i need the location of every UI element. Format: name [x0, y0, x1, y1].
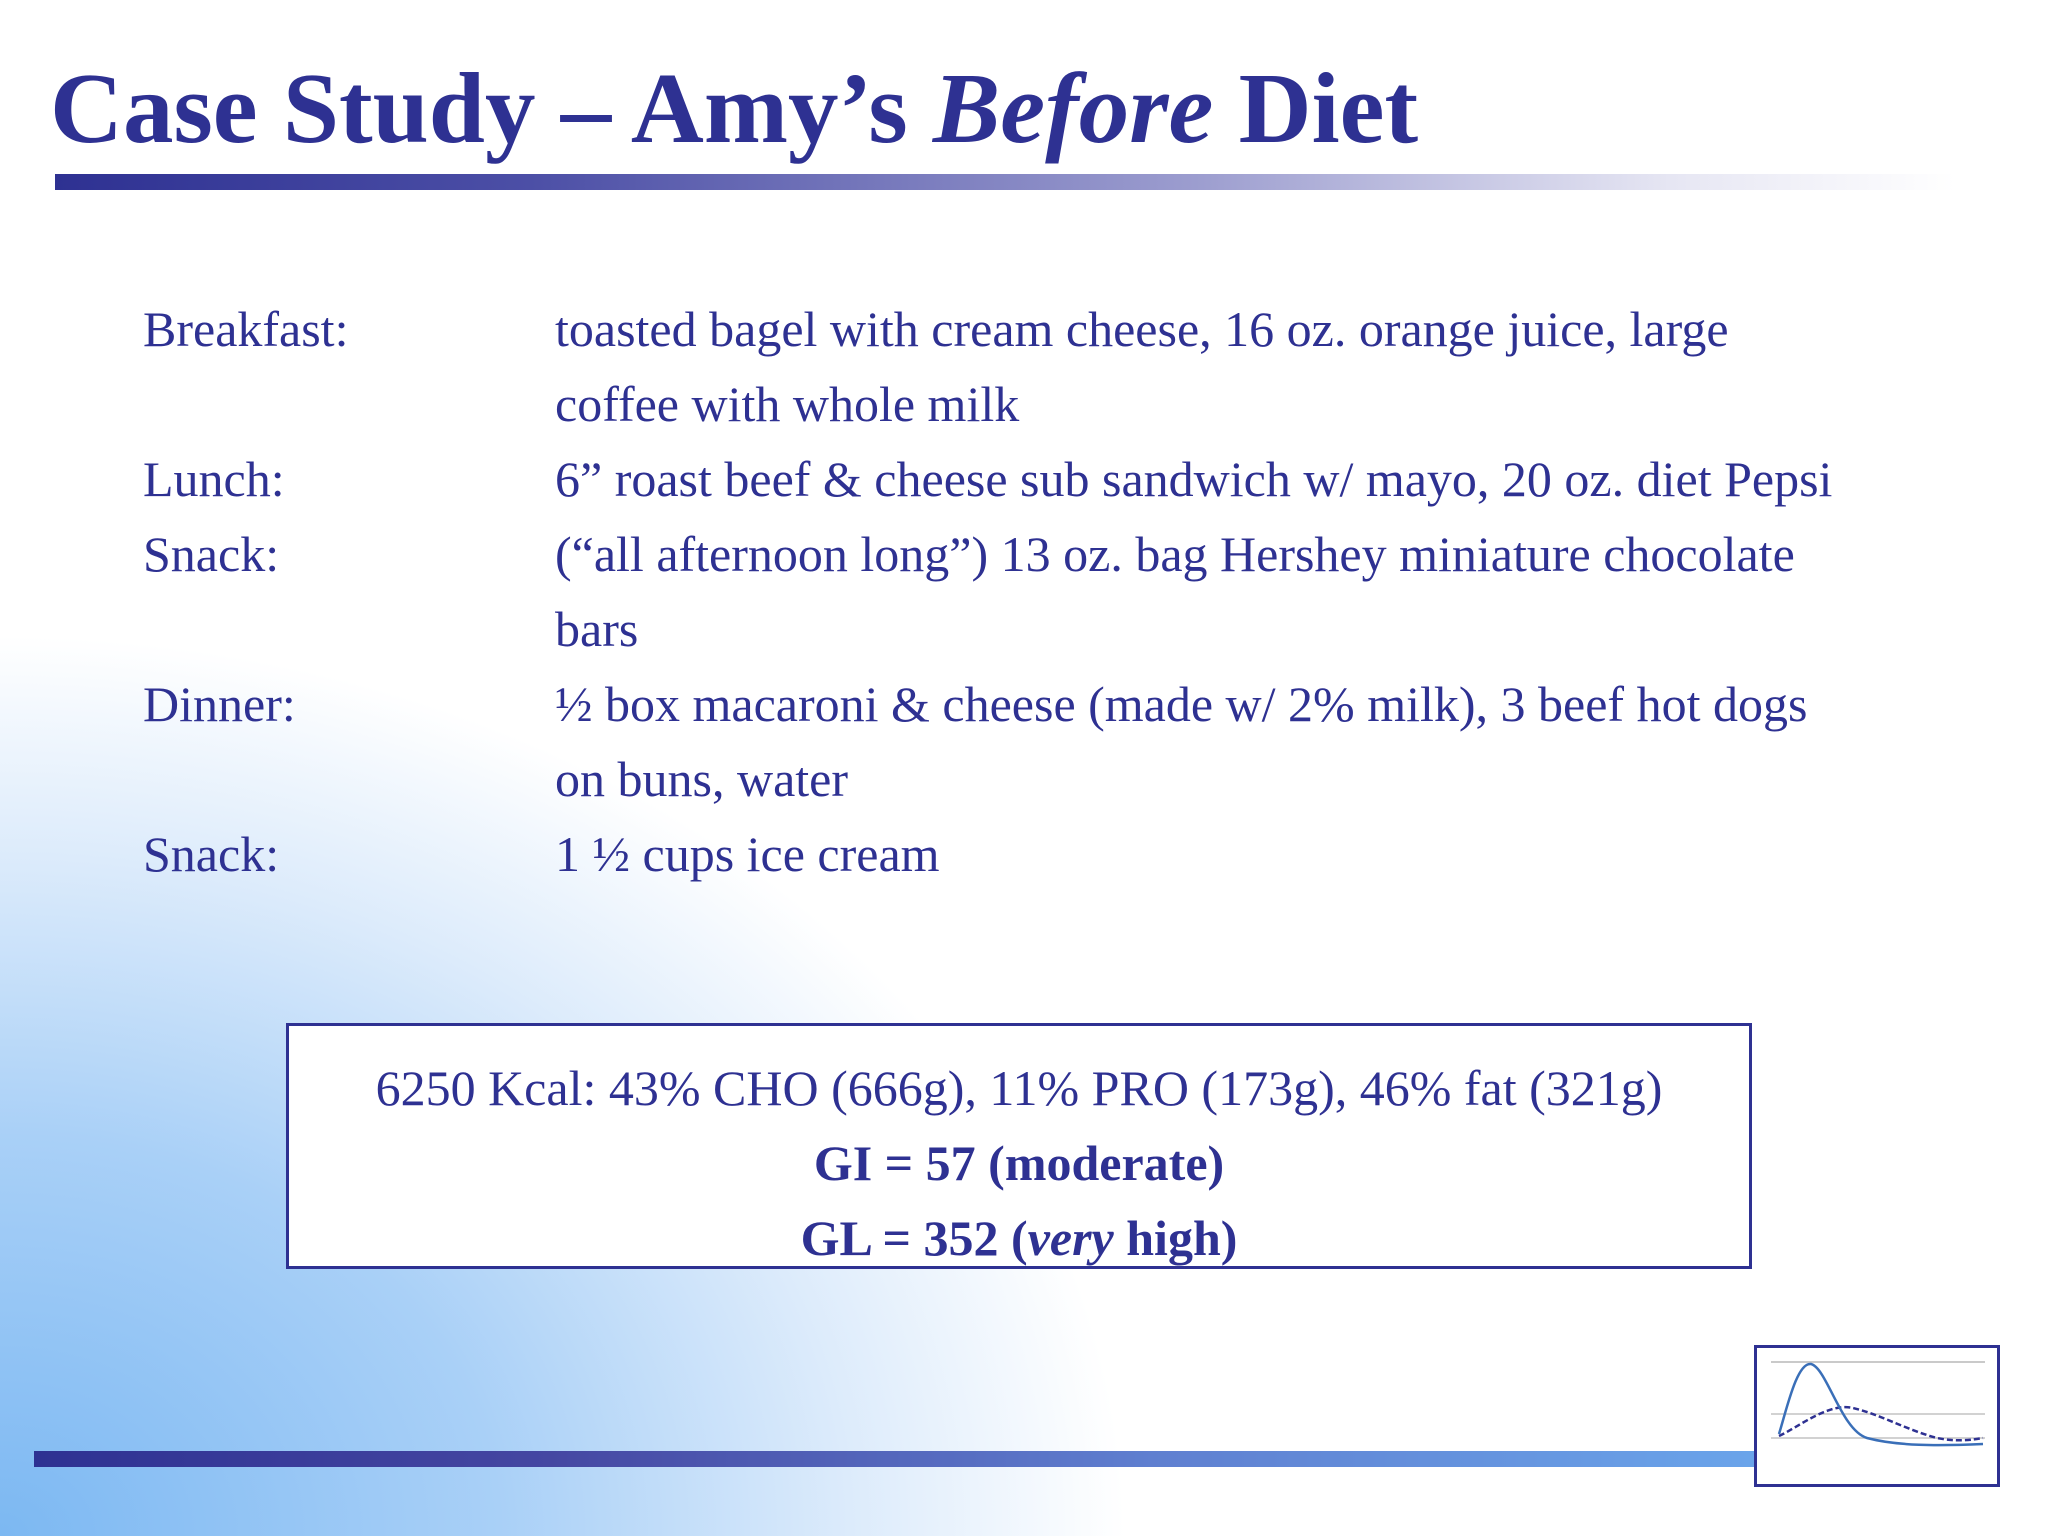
glycemic-load-emphasis: very [1027, 1210, 1114, 1266]
nutrition-summary-box: 6250 Kcal: 43% CHO (666g), 11% PRO (173g… [286, 1023, 1752, 1269]
title-emphasis: Before [932, 52, 1214, 164]
meal-label: Lunch: [143, 451, 285, 507]
logo [1754, 1345, 2000, 1487]
meal-description: (“all afternoon long”) 13 oz. bag Hershe… [555, 526, 1795, 657]
meal-list: Breakfast: toasted bagel with cream chee… [143, 292, 1863, 892]
glycemic-curve-icon [1771, 1361, 1985, 1447]
meal-label: Dinner: [143, 676, 296, 732]
meal-description: toasted bagel with cream cheese, 16 oz. … [555, 301, 1729, 432]
slide-title: Case Study – Amy’s Before Diet [50, 38, 1418, 178]
meal-row-afternoon-snack: Snack: (“all afternoon long”) 13 oz. bag… [143, 517, 1863, 667]
nutrition-totals: 6250 Kcal: 43% CHO (666g), 11% PRO (173g… [375, 1060, 1663, 1116]
glycemic-load-prefix: GL = 352 ( [800, 1210, 1028, 1266]
glycemic-load: GL = 352 (very high) [289, 1201, 1749, 1276]
meal-description: ½ box macaroni & cheese (made w/ 2% milk… [555, 676, 1808, 807]
meal-description: 6” roast beef & cheese sub sandwich w/ m… [555, 451, 1833, 507]
meal-label: Snack: [143, 526, 280, 582]
glycemic-load-suffix: high) [1113, 1210, 1238, 1266]
meal-label: Breakfast: [143, 301, 349, 357]
meal-row-breakfast: Breakfast: toasted bagel with cream chee… [143, 292, 1863, 442]
meal-row-lunch: Lunch: 6” roast beef & cheese sub sandwi… [143, 442, 1863, 517]
glycemic-index: GI = 57 (moderate) [813, 1135, 1225, 1191]
title-suffix: Diet [1213, 52, 1419, 164]
meal-description: 1 ½ cups ice cream [555, 826, 940, 882]
footer-rule [34, 1451, 1754, 1467]
title-prefix: Case Study – Amy’s [50, 52, 933, 164]
meal-row-evening-snack: Snack: 1 ½ cups ice cream [143, 817, 1863, 892]
meal-label: Snack: [143, 826, 280, 882]
title-underline [55, 174, 1955, 190]
meal-row-dinner: Dinner: ½ box macaroni & cheese (made w/… [143, 667, 1863, 817]
